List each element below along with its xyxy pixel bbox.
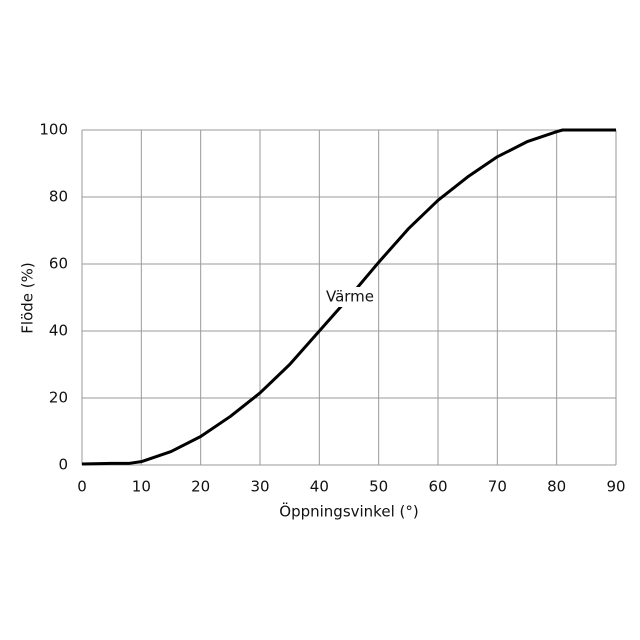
- annotation: Värme: [326, 288, 374, 306]
- x-tick-label: 60: [428, 478, 447, 496]
- x-tick-label: 90: [606, 478, 625, 496]
- y-tick-label: 40: [49, 322, 68, 340]
- y-tick-label: 20: [49, 389, 68, 407]
- x-tick-label: 80: [547, 478, 566, 496]
- x-tick-label: 70: [488, 478, 507, 496]
- y-tick-label: 80: [49, 188, 68, 206]
- annotation-bg: [322, 287, 378, 307]
- x-tick-label: 10: [132, 478, 151, 496]
- y-tick-label: 100: [39, 121, 68, 139]
- x-axis-label: Öppningsvinkel (°): [279, 502, 418, 521]
- x-tick-label: 30: [250, 478, 269, 496]
- y-tick-label: 60: [49, 255, 68, 273]
- x-tick-label: 40: [310, 478, 329, 496]
- x-tick-label: 0: [77, 478, 87, 496]
- y-tick-label: 0: [58, 456, 68, 474]
- y-axis-label: Flöde (%): [19, 262, 37, 333]
- x-tick-label: 20: [191, 478, 210, 496]
- x-tick-label: 50: [369, 478, 388, 496]
